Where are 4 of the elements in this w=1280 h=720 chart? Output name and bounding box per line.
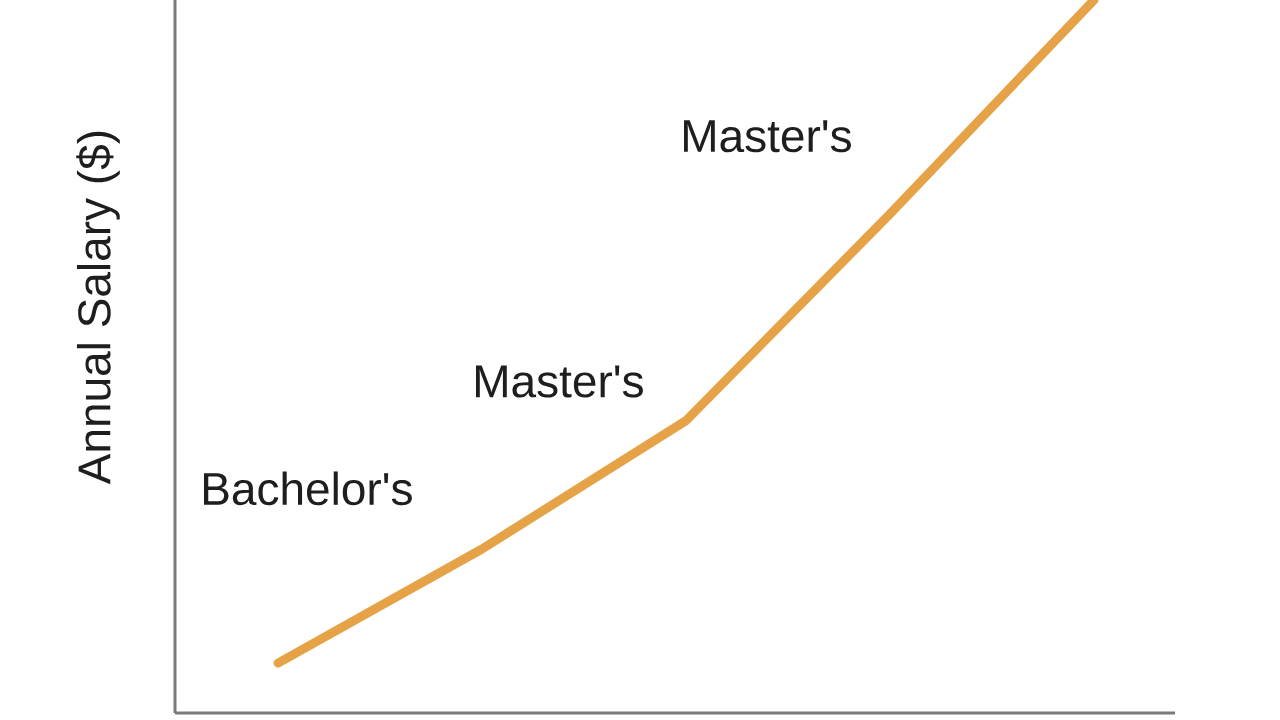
y-axis-title: Annual Salary ($) xyxy=(76,131,120,485)
annotation: Master's xyxy=(476,365,643,398)
annotation: Bachelor's xyxy=(203,471,412,506)
annotation: Master's xyxy=(684,120,851,153)
